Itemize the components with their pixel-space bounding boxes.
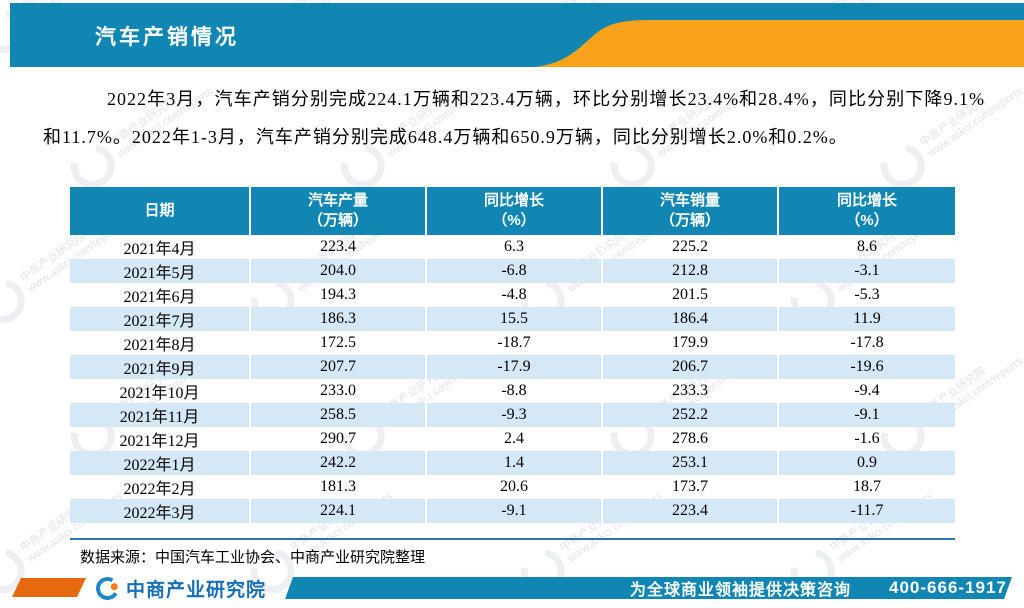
table-cell: -6.8 <box>425 259 602 283</box>
table-cell: 223.4 <box>249 235 426 259</box>
table-row: 2021年5月 204.0 -6.8 212.8 -3.1 <box>70 259 955 283</box>
table-cell: -9.1 <box>425 499 602 523</box>
table-cell: 212.8 <box>601 259 778 283</box>
footer-bar: 中商产业研究院 为全球商业领袖提供决策咨询 400-666-1917 <box>0 573 1024 603</box>
footer-phone-number: 400-666-1917 <box>889 578 1007 597</box>
table-row: 2021年9月 207.7 -17.9 206.7 -19.6 <box>70 355 955 379</box>
table-row: 2021年7月 186.3 15.5 186.4 11.9 <box>70 307 955 331</box>
table-row: 2021年12月 290.7 2.4 278.6 -1.6 <box>70 427 955 451</box>
header-swoosh-shape <box>535 20 651 67</box>
table-row: 2022年2月 181.3 20.6 173.7 18.7 <box>70 475 955 499</box>
table-row: 2022年3月 224.1 -9.1 223.4 -11.7 <box>70 499 955 523</box>
data-source-note: 数据来源：中国汽车工业协会、中商产业研究院整理 <box>80 550 426 566</box>
table-row: 2021年8月 172.5 -18.7 179.9 -17.8 <box>70 331 955 355</box>
table-cell: 179.9 <box>601 331 778 355</box>
column-header-production-yoy: 同比增长 （%） <box>425 187 602 235</box>
table-cell: 252.2 <box>601 403 778 427</box>
company-logo-icon <box>93 573 122 603</box>
table-cell: -9.3 <box>425 403 602 427</box>
table-cell: 2022年1月 <box>123 457 196 474</box>
page-header: 汽车产销情况 <box>0 0 1024 67</box>
table-cell: -4.8 <box>425 283 602 307</box>
table-cell: 172.5 <box>249 331 426 355</box>
table-cell: -9.4 <box>777 379 955 403</box>
table-cell: 2021年10月 <box>119 385 200 402</box>
table-cell: 233.0 <box>249 379 426 403</box>
table-cell: 2021年5月 <box>123 265 196 282</box>
table-cell: 278.6 <box>601 427 778 451</box>
table-cell: 173.7 <box>601 475 778 499</box>
intro-paragraph: 2022年3月，汽车产销分别完成224.1万辆和223.4万辆，环比分别增长23… <box>43 89 985 147</box>
table-cell: 2021年12月 <box>119 433 200 450</box>
table-cell: -19.6 <box>777 355 955 379</box>
table-cell: 181.3 <box>249 475 426 499</box>
table-cell: 186.4 <box>601 307 778 331</box>
watermark-logo-icon <box>0 270 34 332</box>
table-cell: -5.3 <box>777 283 955 307</box>
table-row: 2021年11月 258.5 -9.3 252.2 -9.1 <box>70 403 955 427</box>
table-cell: 1.4 <box>425 451 602 475</box>
table-cell: -8.8 <box>425 379 602 403</box>
column-header-date: 日期 <box>70 187 250 235</box>
column-header-sales-yoy: 同比增长 （%） <box>777 187 955 235</box>
data-table: 日期 汽车产量 （万辆） 同比增长 （%） 汽车销量 （万辆） 同比增长 （%） <box>70 187 955 523</box>
table-cell: 206.7 <box>601 355 778 379</box>
table-cell: 11.9 <box>777 307 955 331</box>
column-header-sales: 汽车销量 （万辆） <box>601 187 778 235</box>
table-cell: -9.1 <box>777 403 955 427</box>
company-logo: 中商产业研究院 <box>93 573 267 603</box>
table-cell: 290.7 <box>249 427 426 451</box>
table-cell: 223.4 <box>601 499 778 523</box>
table-cell: 204.0 <box>249 259 426 283</box>
table-cell: -17.8 <box>777 331 955 355</box>
table-cell: 2021年4月 <box>123 241 196 258</box>
table-cell: 2021年7月 <box>123 313 196 330</box>
table-cell: 2.4 <box>425 427 602 451</box>
table-row: 2022年1月 242.2 1.4 253.1 0.9 <box>70 451 955 475</box>
table-cell: 0.9 <box>777 451 955 475</box>
table-cell: 2022年2月 <box>123 481 196 498</box>
company-logo-text: 中商产业研究院 <box>126 579 267 601</box>
table-cell: 225.2 <box>601 235 778 259</box>
table-cell: 258.5 <box>249 403 426 427</box>
table-cell: 8.6 <box>777 235 955 259</box>
table-cell: 18.7 <box>777 475 955 499</box>
table-cell: 2021年9月 <box>123 361 196 378</box>
table-cell: 186.3 <box>249 307 426 331</box>
table-cell: 224.1 <box>249 499 426 523</box>
table-cell: 2022年3月 <box>123 505 196 522</box>
table-cell: 6.3 <box>425 235 602 259</box>
table-cell: 2021年6月 <box>123 289 196 306</box>
table-cell: 233.3 <box>601 379 778 403</box>
footer-blue-bar: 为全球商业领袖提供决策咨询 400-666-1917 <box>285 577 1012 599</box>
table-cell: 2021年8月 <box>123 337 196 354</box>
table-cell: 242.2 <box>249 451 426 475</box>
footer-orange-slab <box>12 578 86 597</box>
table-cell: -3.1 <box>777 259 955 283</box>
table-cell: 2021年11月 <box>119 409 200 426</box>
table-row: 2021年6月 194.3 -4.8 201.5 -5.3 <box>70 283 955 307</box>
table-cell: -18.7 <box>425 331 602 355</box>
table-cell: 201.5 <box>601 283 778 307</box>
header-orange-band <box>650 20 1024 67</box>
page-title: 汽车产销情况 <box>95 26 239 49</box>
table-cell: 207.7 <box>249 355 426 379</box>
footer-tagline: 为全球商业领袖提供决策咨询 <box>630 582 852 599</box>
table-row: 2021年10月 233.0 -8.8 233.3 -9.4 <box>70 379 955 403</box>
table-cell: 253.1 <box>601 451 778 475</box>
table-row: 2021年4月 223.4 6.3 225.2 8.6 <box>70 235 955 259</box>
table-cell: -17.9 <box>425 355 602 379</box>
table-cell: -11.7 <box>777 499 955 523</box>
table-cell: 194.3 <box>249 283 426 307</box>
table-header-row: 日期 汽车产量 （万辆） 同比增长 （%） 汽车销量 （万辆） 同比增长 （%） <box>70 187 955 235</box>
table-bottom-rule <box>70 538 955 540</box>
table-cell: 20.6 <box>425 475 602 499</box>
table-cell: -1.6 <box>777 427 955 451</box>
table-cell: 15.5 <box>425 307 602 331</box>
column-header-production: 汽车产量 （万辆） <box>249 187 426 235</box>
